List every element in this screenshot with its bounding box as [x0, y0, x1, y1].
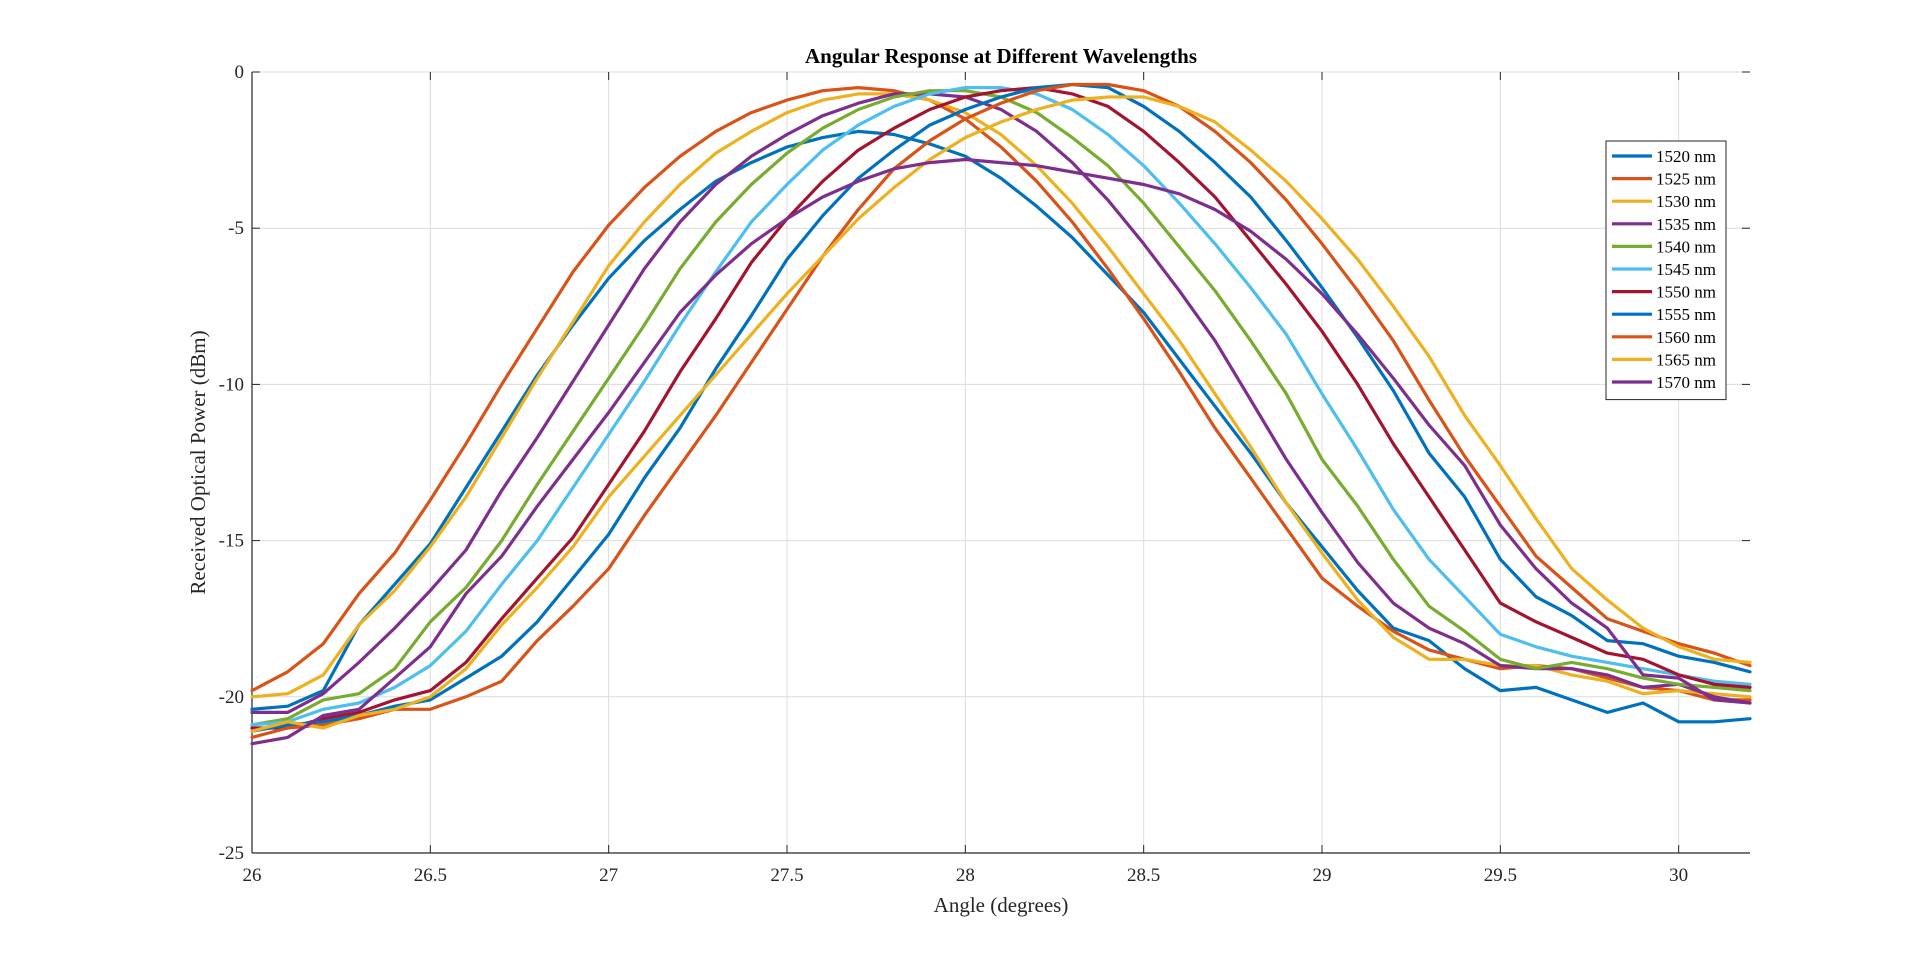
x-tick-label: 28.5 [1127, 865, 1160, 886]
x-tick-label: 27 [599, 865, 618, 886]
legend-entry: 1570 nm [1656, 373, 1716, 392]
legend-entry: 1535 nm [1656, 215, 1716, 234]
chart-title: Angular Response at Different Wavelength… [805, 44, 1197, 68]
x-tick-label: 26.5 [414, 865, 447, 886]
x-tick-label: 29 [1313, 865, 1332, 886]
series-line-1570-nm [250, 157, 1752, 746]
legend-entry: 1550 nm [1656, 283, 1716, 302]
x-tick-label: 28 [956, 865, 975, 886]
series-line-1555-nm [250, 82, 1752, 733]
axes [251, 71, 1750, 854]
series-line-1520-nm [250, 129, 1752, 724]
series-line-1525-nm [250, 85, 1752, 702]
y-tick-label: -5 [228, 218, 244, 239]
y-tick-label: -25 [219, 843, 244, 864]
y-tick-label: -20 [219, 687, 244, 708]
legend-entry: 1540 nm [1656, 237, 1716, 256]
x-tick-label: 26 [243, 865, 262, 886]
x-tick-label: 27.5 [770, 865, 803, 886]
series-line-1535-nm [250, 92, 1752, 715]
legend-entry: 1530 nm [1656, 192, 1716, 211]
series-line-1550-nm [250, 85, 1752, 730]
y-tick-label: 0 [235, 62, 245, 83]
y-tick-label: -15 [219, 531, 244, 552]
x-tick-label: 29.5 [1484, 865, 1517, 886]
y-tick-label: -10 [219, 374, 244, 395]
series-line-1545-nm [250, 85, 1752, 727]
legend-entry: 1560 nm [1656, 328, 1716, 347]
y-axis-label: Received Optical Power (dBm) [186, 330, 210, 594]
series-layer [250, 82, 1752, 746]
legend: 1520 nm 1525 nm 1530 nm 1535 nm 1540 nm 1545 … [1605, 140, 1727, 401]
x-axis-label: Angle (degrees) [934, 893, 1069, 917]
legend-entry: 1555 nm [1656, 305, 1716, 324]
series-line-1565-nm [250, 95, 1752, 733]
legend-entry: 1565 nm [1656, 350, 1716, 369]
legend-entry: 1520 nm [1656, 147, 1716, 166]
series-line-1560-nm [250, 82, 1752, 740]
x-tick-label: 30 [1669, 865, 1688, 886]
legend-entry: 1545 nm [1656, 260, 1716, 279]
tick-labels: 26 26.5 27 27.5 28 28.5 29 29.5 30 -25 -20 -15 -10 -5… [219, 62, 1688, 886]
legend-entry: 1525 nm [1656, 170, 1716, 189]
